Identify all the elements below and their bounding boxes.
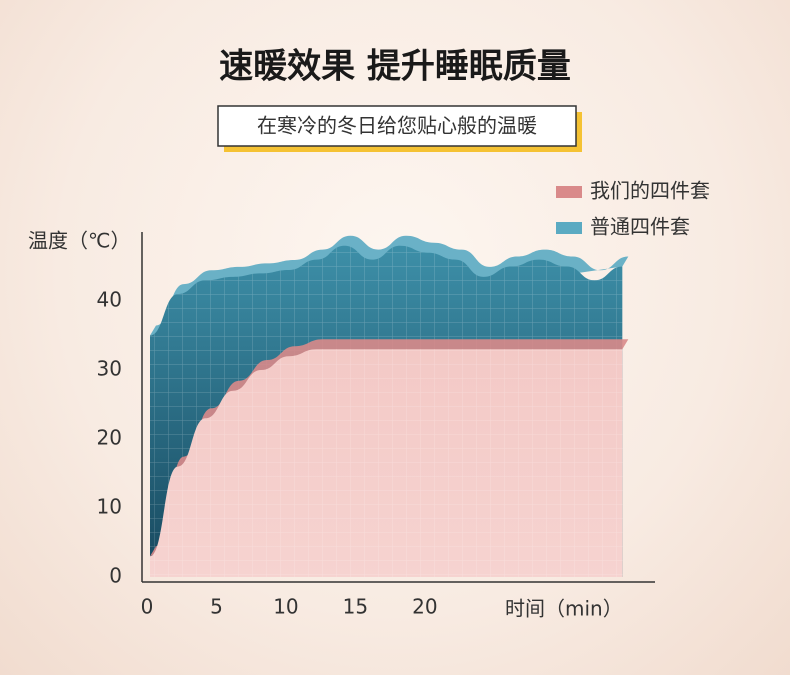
legend-label: 我们的四件套 bbox=[590, 179, 710, 203]
y-axis-label: 温度（℃） bbox=[28, 229, 130, 253]
x-axis-label: 时间（min） bbox=[505, 597, 623, 621]
subtitle-box bbox=[217, 105, 577, 147]
x-tick-label: 5 bbox=[210, 595, 223, 619]
legend-swatch bbox=[556, 222, 582, 234]
y-tick-label: 0 bbox=[109, 564, 122, 588]
legend-label: 普通四件套 bbox=[590, 215, 690, 239]
legend-swatch bbox=[556, 186, 582, 198]
x-tick-label: 20 bbox=[412, 595, 437, 619]
y-tick-label: 10 bbox=[97, 495, 122, 519]
x-tick-label: 0 bbox=[141, 595, 154, 619]
y-tick-label: 40 bbox=[97, 288, 122, 312]
y-tick-label: 20 bbox=[97, 426, 122, 450]
x-tick-label: 15 bbox=[343, 595, 368, 619]
y-tick-label: 30 bbox=[97, 357, 122, 381]
chart-title: 速暖效果 提升睡眠质量 bbox=[219, 47, 571, 87]
subtitle: 在寒冷的冬日给您贴心般的温暖 bbox=[257, 114, 537, 138]
x-tick-label: 10 bbox=[273, 595, 298, 619]
area-grid bbox=[150, 349, 623, 577]
